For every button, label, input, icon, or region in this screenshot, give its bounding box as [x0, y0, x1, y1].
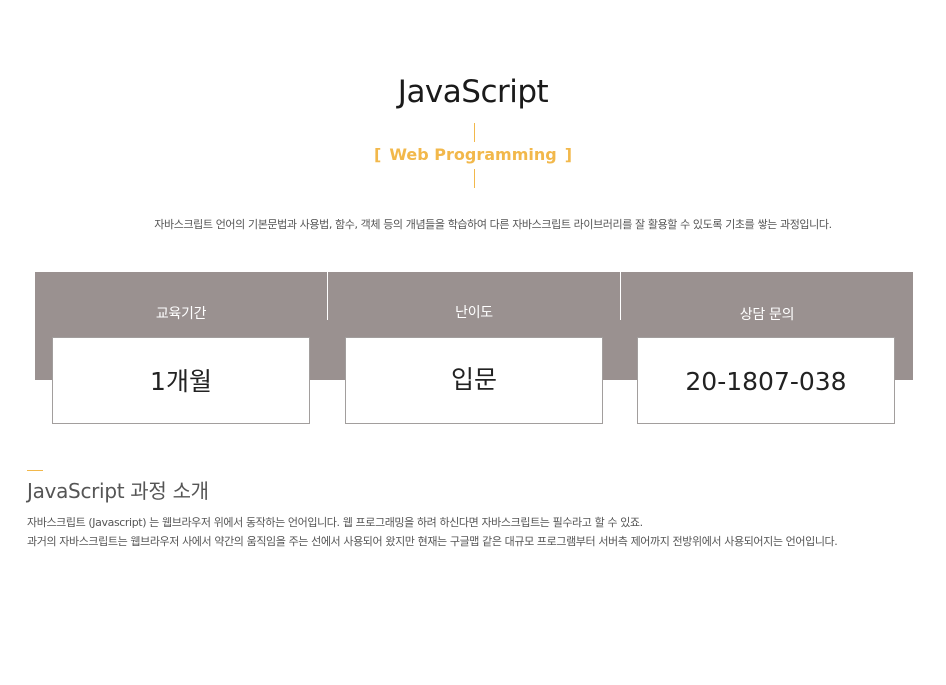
info-value-duration: 1개월	[52, 337, 310, 424]
info-value-difficulty: 입문	[345, 337, 603, 424]
page-title: JavaScript	[397, 74, 549, 110]
section-accent-line	[27, 470, 43, 471]
info-label-difficulty: 난이도	[455, 305, 493, 321]
course-intro: 자바스크립트 언어의 기본문법과 사용법, 함수, 객체 등의 개념들을 학습하…	[154, 218, 832, 231]
subtitle-bracket-close: ]	[564, 145, 572, 164]
title-divider-bottom	[474, 169, 475, 188]
info-label-duration: 교육기간	[155, 306, 207, 322]
info-divider-2	[620, 272, 621, 320]
subtitle-text: Web Programming	[389, 145, 557, 164]
info-label-contact: 상담 문의	[739, 307, 795, 323]
section-description-line-1: 자바스크립트 (Javascript) 는 웹브라우저 위에서 동작하는 언어입…	[27, 516, 643, 529]
info-divider-1	[327, 272, 328, 320]
subtitle-bracket-open: [	[374, 145, 382, 164]
title-divider-top	[474, 123, 475, 142]
section-title: JavaScript 과정 소개	[27, 479, 209, 503]
subtitle: [ Web Programming]	[0, 143, 946, 167]
section-description-line-2: 과거의 자바스크립트는 웹브라우저 사에서 약간의 움직임을 주는 선에서 사용…	[27, 535, 838, 548]
info-value-contact: 20-1807-038	[637, 337, 895, 424]
